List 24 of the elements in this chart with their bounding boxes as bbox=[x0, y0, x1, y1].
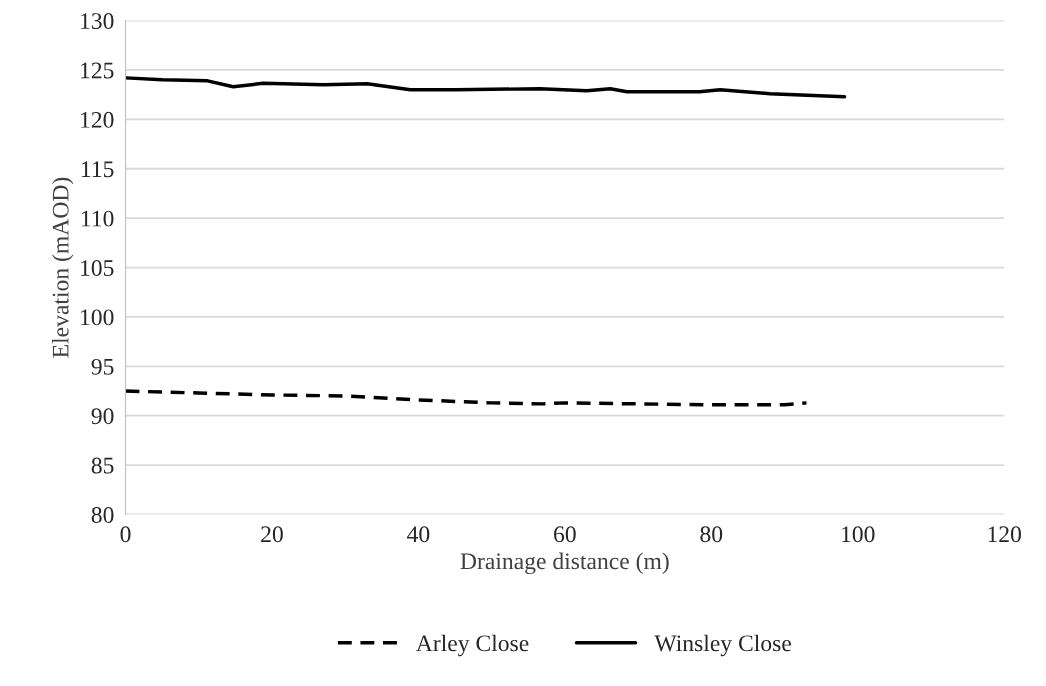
y-tick-label: 120 bbox=[81, 111, 114, 128]
y-tick-label: 85 bbox=[91, 457, 114, 474]
x-tick-label: 80 bbox=[700, 526, 723, 543]
y-tick-label: 80 bbox=[91, 506, 114, 523]
y-tick-label: 115 bbox=[81, 161, 114, 178]
line-series bbox=[125, 76, 847, 99]
x-tick-label: 40 bbox=[407, 526, 430, 543]
y-tick-label: 100 bbox=[81, 309, 114, 326]
y-tick-label: 95 bbox=[91, 358, 114, 375]
y-tick-label: 130 bbox=[81, 13, 114, 29]
legend-label: Winsley Close bbox=[654, 634, 791, 657]
x-tick-label: 60 bbox=[554, 526, 576, 543]
y-tick-label: 125 bbox=[81, 62, 114, 79]
y-tick-label: 105 bbox=[81, 260, 114, 276]
legend-label: Arley Close bbox=[416, 634, 529, 657]
line-series bbox=[125, 389, 809, 407]
x-tick-label: 100 bbox=[842, 526, 875, 543]
x-tick-label: 0 bbox=[120, 526, 131, 543]
x-tick-label: 20 bbox=[261, 526, 283, 543]
x-tick-label: 120 bbox=[988, 526, 1021, 543]
y-tick-label: 90 bbox=[91, 408, 114, 425]
y-tick-label: 110 bbox=[81, 210, 114, 227]
y-axis-title: Elevation (mAOD) bbox=[52, 177, 74, 358]
x-axis-title: Drainage distance (m) bbox=[460, 552, 669, 575]
